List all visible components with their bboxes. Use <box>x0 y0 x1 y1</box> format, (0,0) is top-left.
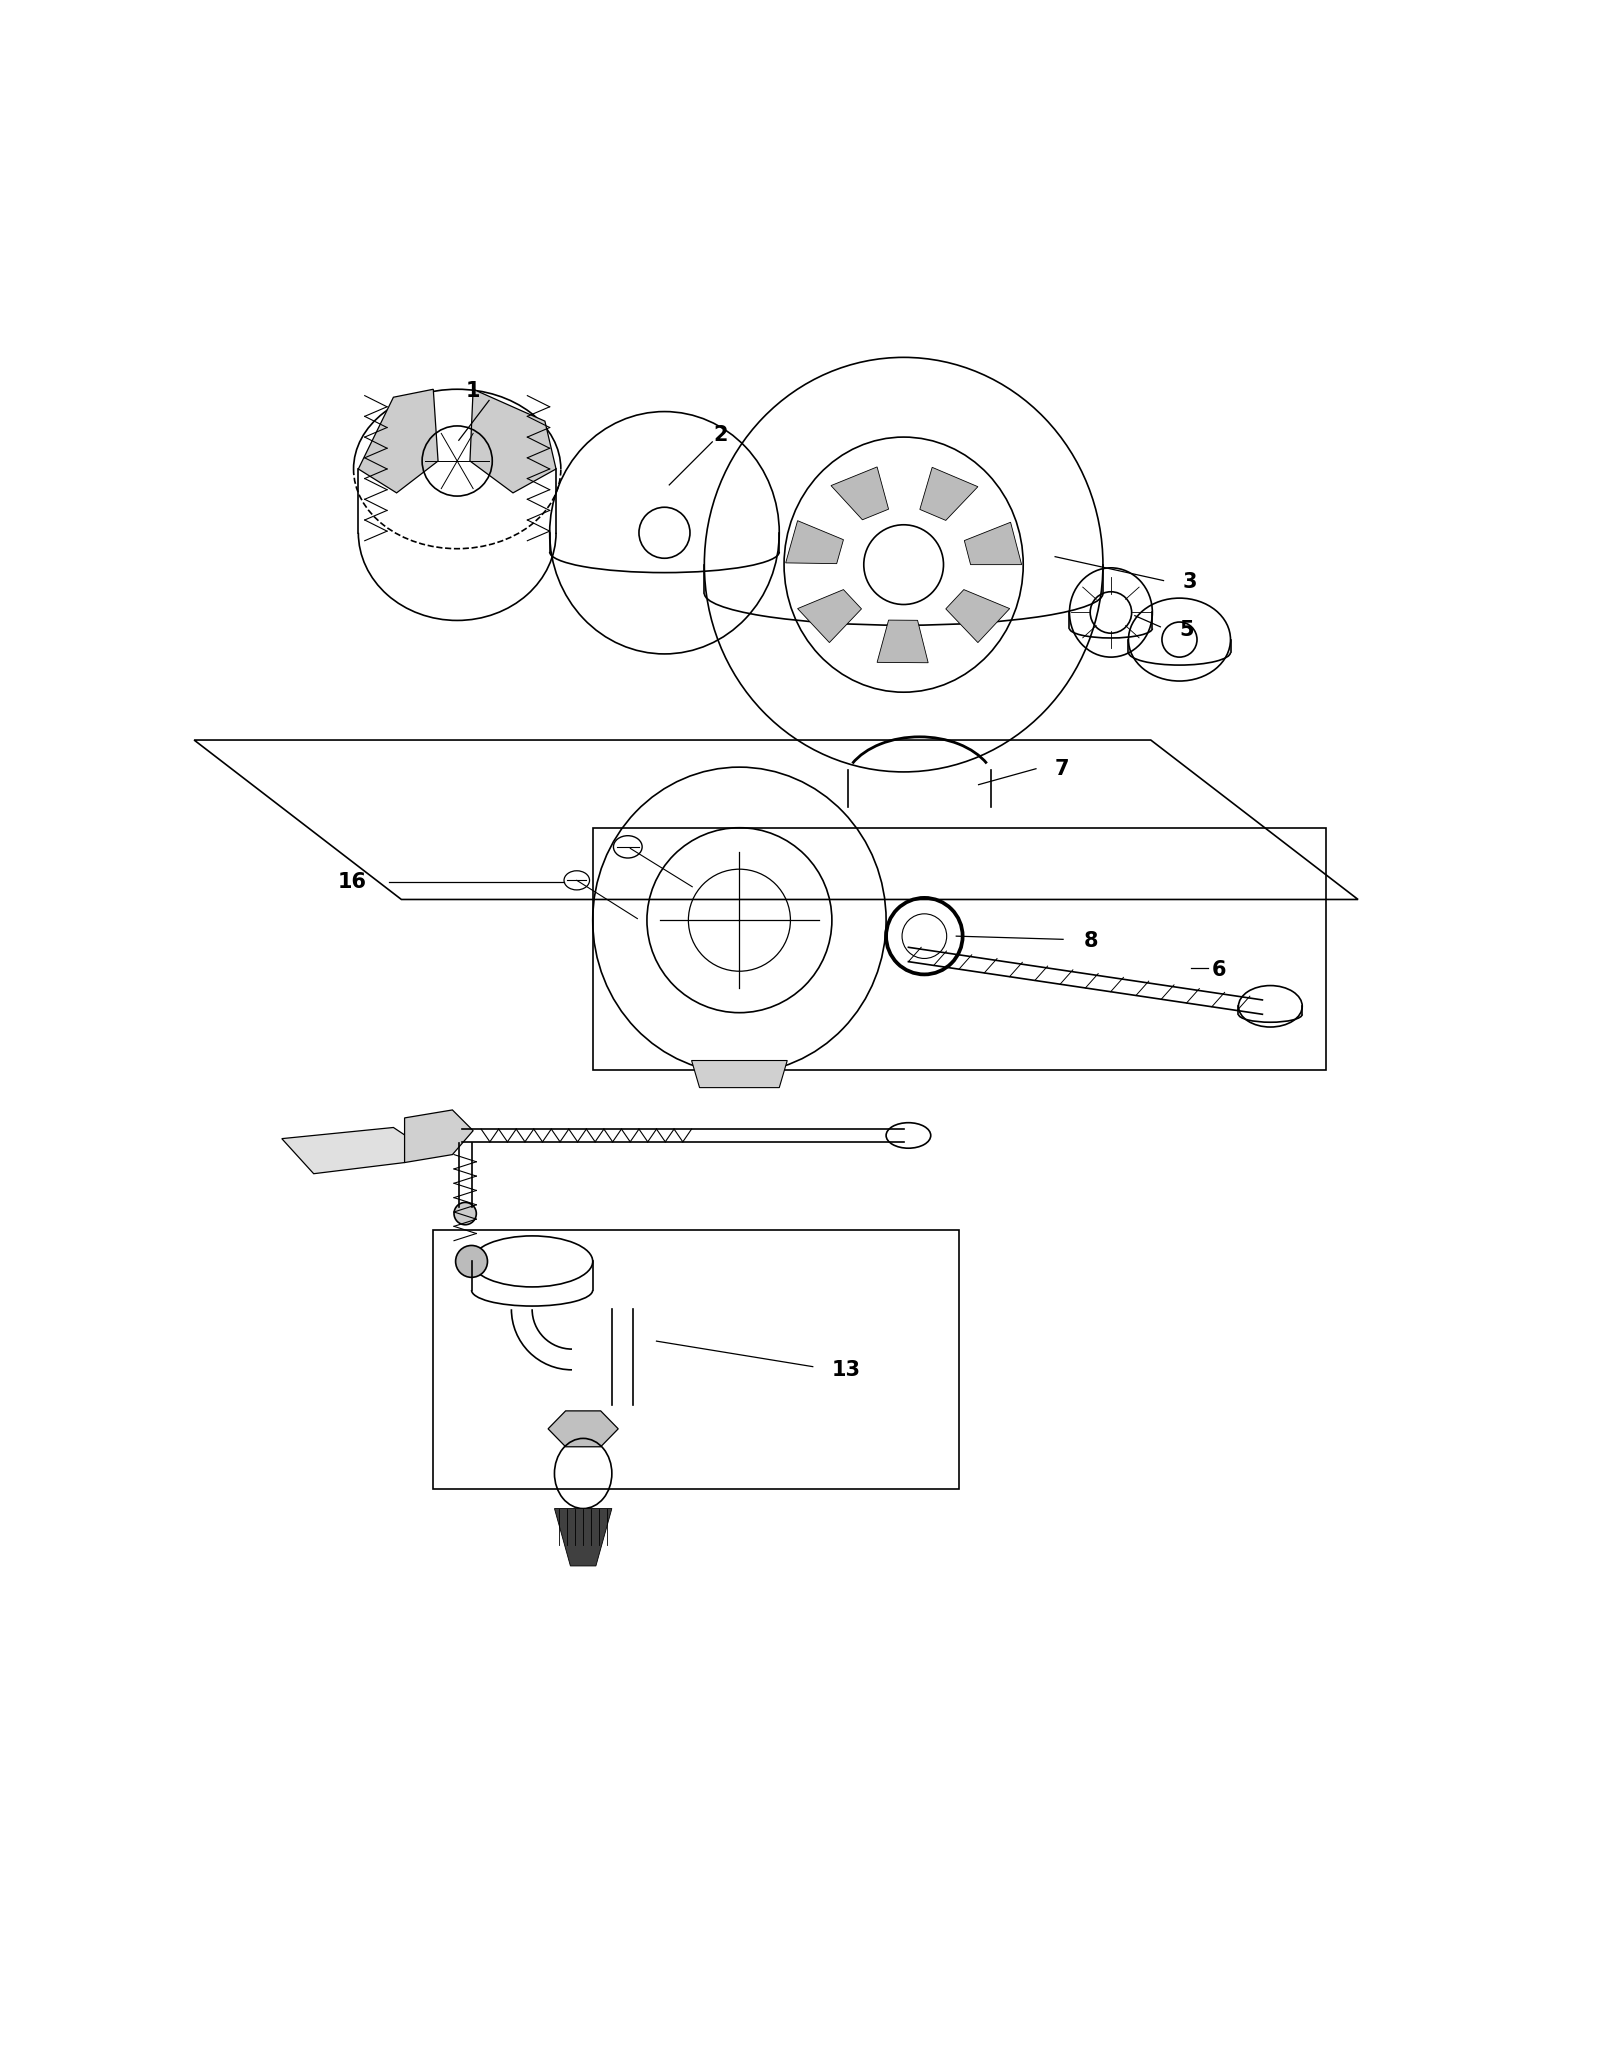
Text: 13: 13 <box>832 1360 861 1381</box>
Polygon shape <box>470 389 557 493</box>
Text: 6: 6 <box>1211 960 1226 979</box>
Text: 3: 3 <box>1182 571 1197 592</box>
Polygon shape <box>555 1509 611 1565</box>
Polygon shape <box>358 389 438 493</box>
Polygon shape <box>786 522 843 563</box>
Text: 1: 1 <box>466 381 480 402</box>
Circle shape <box>456 1246 488 1277</box>
Polygon shape <box>946 590 1010 642</box>
Text: 8: 8 <box>1083 932 1098 950</box>
Text: 16: 16 <box>338 871 366 892</box>
Polygon shape <box>691 1060 787 1087</box>
Polygon shape <box>282 1128 418 1174</box>
Polygon shape <box>920 468 978 520</box>
Polygon shape <box>965 522 1022 565</box>
Text: 5: 5 <box>1179 621 1194 640</box>
Circle shape <box>864 526 944 604</box>
Polygon shape <box>877 621 928 662</box>
Polygon shape <box>830 468 888 520</box>
Polygon shape <box>405 1110 474 1163</box>
Circle shape <box>454 1203 477 1225</box>
Polygon shape <box>549 1412 618 1447</box>
Polygon shape <box>797 590 861 642</box>
Text: 2: 2 <box>714 426 728 445</box>
Text: 7: 7 <box>1054 760 1070 778</box>
